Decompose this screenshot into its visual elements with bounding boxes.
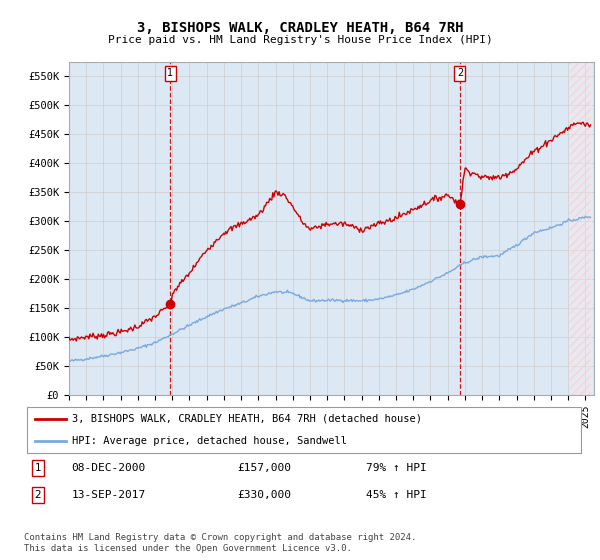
Text: Price paid vs. HM Land Registry's House Price Index (HPI): Price paid vs. HM Land Registry's House … — [107, 35, 493, 45]
Text: 45% ↑ HPI: 45% ↑ HPI — [366, 490, 427, 500]
Text: 08-DEC-2000: 08-DEC-2000 — [71, 463, 146, 473]
Text: 2: 2 — [35, 490, 41, 500]
Text: 1: 1 — [35, 463, 41, 473]
Text: 3, BISHOPS WALK, CRADLEY HEATH, B64 7RH (detached house): 3, BISHOPS WALK, CRADLEY HEATH, B64 7RH … — [71, 414, 422, 424]
Text: 1: 1 — [167, 68, 173, 78]
Text: £157,000: £157,000 — [237, 463, 291, 473]
Text: HPI: Average price, detached house, Sandwell: HPI: Average price, detached house, Sand… — [71, 436, 347, 446]
Text: 2: 2 — [457, 68, 463, 78]
FancyBboxPatch shape — [27, 407, 581, 452]
Text: £330,000: £330,000 — [237, 490, 291, 500]
Text: Contains HM Land Registry data © Crown copyright and database right 2024.
This d: Contains HM Land Registry data © Crown c… — [24, 533, 416, 553]
Text: 3, BISHOPS WALK, CRADLEY HEATH, B64 7RH: 3, BISHOPS WALK, CRADLEY HEATH, B64 7RH — [137, 21, 463, 35]
Text: 79% ↑ HPI: 79% ↑ HPI — [366, 463, 427, 473]
Text: 13-SEP-2017: 13-SEP-2017 — [71, 490, 146, 500]
